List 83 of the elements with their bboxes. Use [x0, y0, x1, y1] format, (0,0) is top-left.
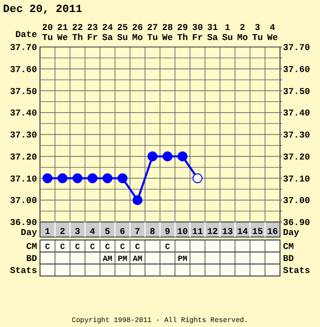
point	[72, 173, 82, 184]
x-tick-label: 9	[164, 227, 170, 237]
y-tick-label: 36.90	[10, 218, 37, 228]
x2-tick-label: 23 Fr	[87, 23, 98, 43]
x-tick-label: 13	[222, 227, 233, 237]
text: C	[90, 243, 95, 252]
y-tick-label: 37.60	[10, 64, 37, 75]
text: C	[105, 243, 110, 252]
category-label: Stats	[10, 266, 37, 276]
x2-tick-label: 2 Mo	[237, 23, 248, 43]
point	[192, 173, 202, 184]
point	[132, 195, 142, 206]
point	[58, 173, 68, 184]
category-label: BD	[26, 254, 37, 264]
x-axis-title: Day	[20, 228, 38, 238]
text: PM	[118, 255, 128, 264]
x2-tick-label: 29 Th	[177, 23, 188, 43]
category-label: CM	[283, 242, 294, 252]
y2-tick-label: 37.00	[283, 196, 310, 206]
x-tick-label: 3	[74, 227, 80, 237]
x-tick-label: 7	[134, 227, 140, 237]
category-label: BD	[283, 254, 294, 264]
point	[148, 151, 158, 162]
y2-tick-label: 37.30	[283, 130, 310, 140]
text: C	[75, 243, 80, 252]
x-tick-label: 1	[44, 227, 51, 237]
y-tick-label: 37.70	[10, 43, 37, 53]
x-tick-label: 2	[60, 227, 66, 237]
x2-tick-label: 24 Sa	[102, 23, 114, 43]
point	[88, 173, 98, 184]
point	[102, 173, 112, 184]
y2-tick-label: 37.20	[283, 152, 310, 162]
y2-tick-label: 37.40	[283, 108, 310, 119]
x2-tick-label: 3 Tu	[252, 23, 263, 43]
x-tick-label: 8	[150, 227, 156, 237]
x2-tick-label: 26 Mo	[132, 23, 143, 43]
y2-tick-label: 37.50	[283, 86, 310, 97]
text: Day	[283, 228, 300, 238]
point	[162, 151, 172, 162]
y-tick-label: 37.10	[10, 174, 37, 184]
category-label: Stats	[283, 266, 310, 276]
x2-tick-label: 1 Su	[222, 23, 233, 43]
x2-tick-label: 21 We	[57, 23, 68, 43]
x-tick-label: 4	[90, 227, 96, 237]
chart-title: Dec 20, 2011	[3, 4, 83, 16]
x-tick-label: 10	[177, 227, 188, 237]
y2-tick-label: 37.10	[283, 174, 310, 184]
y-tick-label: 37.50	[10, 86, 37, 97]
y2-tick-label: 37.70	[283, 43, 310, 53]
y-tick-label: 37.30	[10, 130, 37, 140]
x2-tick-label: 27 Tu	[147, 23, 158, 43]
text: C	[45, 243, 50, 252]
x2-tick-label: 22 Th	[72, 23, 83, 43]
text: PM	[178, 255, 188, 264]
x2-tick-label: 31 Sa	[207, 23, 218, 43]
text: AM	[102, 255, 112, 264]
y2-tick-label: 37.60	[283, 64, 310, 75]
y-tick-label: 37.20	[10, 152, 37, 162]
text: AM	[132, 255, 142, 264]
x2-tick-label: 28 We	[162, 23, 173, 43]
x-tick-label: 15	[252, 227, 263, 237]
x-tick-label: 5	[104, 227, 110, 237]
y-tick-label: 37.40	[10, 108, 37, 119]
point	[42, 173, 52, 184]
x2-axis-title: Date	[15, 30, 37, 40]
text: C	[165, 243, 170, 252]
x-tick-label: 6	[120, 227, 126, 237]
x2-tick-label: 30 Fr	[192, 23, 203, 43]
y2-tick-label: 36.90	[283, 218, 310, 228]
text: C	[135, 243, 140, 252]
x-tick-label: 12	[207, 227, 218, 237]
x2-tick-label: 25 Su	[117, 23, 128, 43]
text: C	[60, 243, 65, 252]
point	[178, 151, 188, 162]
x2-tick-label: 20 Tu	[42, 23, 53, 43]
x-tick-label: 14	[237, 227, 248, 237]
x-tick-label: 11	[192, 227, 204, 237]
text: C	[120, 243, 125, 252]
point	[118, 173, 128, 184]
category-label: CM	[26, 242, 37, 252]
x-tick-label: 16	[267, 227, 278, 237]
x2-tick-label: 4 We	[267, 23, 278, 43]
y-tick-label: 37.00	[10, 196, 37, 206]
